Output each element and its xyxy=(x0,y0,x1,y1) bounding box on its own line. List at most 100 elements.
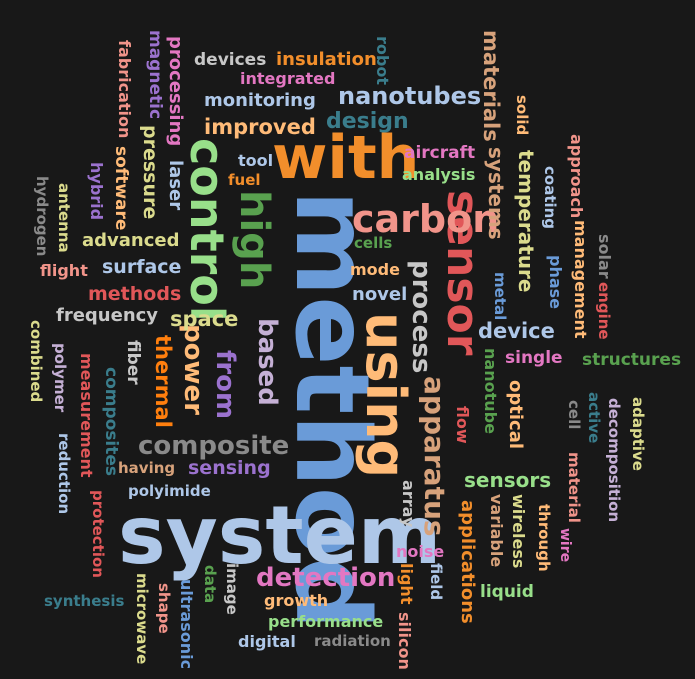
word-cell: cell xyxy=(565,400,583,430)
word-materials: materials xyxy=(479,30,503,142)
word-pressure: pressure xyxy=(139,125,161,220)
word-method: method xyxy=(272,190,391,630)
word-array: array xyxy=(399,480,418,528)
word-having: having xyxy=(118,459,176,477)
word-methods: methods xyxy=(88,283,182,305)
word-silicon: silicon xyxy=(395,612,414,670)
word-optical: optical xyxy=(505,380,526,450)
word-digital: digital xyxy=(238,632,296,651)
word-field: field xyxy=(427,563,445,601)
word-space: space xyxy=(170,307,239,331)
word-novel: novel xyxy=(352,284,408,305)
word-light: light xyxy=(397,563,416,605)
word-adaptive: adaptive xyxy=(629,397,647,471)
word-robot: robot xyxy=(373,36,392,85)
word-magnetic: magnetic xyxy=(145,30,165,120)
word-liquid: liquid xyxy=(480,582,534,602)
word-reduction: reduction xyxy=(55,433,73,515)
word-analysis: analysis xyxy=(402,165,476,184)
word-coating: coating xyxy=(541,166,559,230)
word-advanced: advanced xyxy=(82,230,180,251)
word-protection: protection xyxy=(89,490,107,578)
word-radiation: radiation xyxy=(314,632,391,650)
word-growth: growth xyxy=(264,591,329,610)
word-sensing: sensing xyxy=(188,457,271,479)
word-tool: tool xyxy=(238,151,274,170)
word-laser: laser xyxy=(165,160,186,211)
word-sensors: sensors xyxy=(464,468,552,492)
word-engine: engine xyxy=(595,282,613,340)
word-combined: combined xyxy=(27,320,45,403)
word-single: single xyxy=(505,348,563,368)
word-variable: variable xyxy=(487,494,506,568)
word-based: based xyxy=(252,318,282,406)
word-flight: flight xyxy=(40,261,88,280)
word-data: data xyxy=(201,565,219,604)
word-image: image xyxy=(223,563,241,615)
word-aircraft: aircraft xyxy=(404,143,476,163)
word-decomposition: decomposition xyxy=(605,398,623,523)
word-microwave: microwave xyxy=(133,573,151,665)
word-fiber: fiber xyxy=(123,340,143,385)
word-monitoring: monitoring xyxy=(204,90,316,111)
word-software: software xyxy=(111,146,131,231)
word-noise: noise xyxy=(396,542,445,561)
word-using: using xyxy=(354,312,417,479)
word-material: material xyxy=(565,452,583,523)
word-composite: composite xyxy=(138,431,290,461)
word-measurement: measurement xyxy=(77,353,96,478)
word-solar: solar xyxy=(595,234,614,279)
word-surface: surface xyxy=(102,256,182,278)
word-fabrication: fabrication xyxy=(115,40,134,139)
word-fuel: fuel xyxy=(228,171,261,189)
word-detection: detection xyxy=(256,563,396,593)
word-high: high xyxy=(231,190,277,290)
word-hybrid: hybrid xyxy=(87,162,106,221)
word-wireless: wireless xyxy=(509,494,528,569)
word-synthesis: synthesis xyxy=(44,592,125,610)
word-shape: shape xyxy=(155,583,173,634)
word-integrated: integrated xyxy=(240,69,336,88)
word-process: process xyxy=(406,260,436,374)
word-temperature: temperature xyxy=(514,150,538,293)
word-wire: wire xyxy=(557,528,573,563)
word-flow: flow xyxy=(453,406,472,444)
word-design: design xyxy=(326,109,409,134)
word-composites: composites xyxy=(101,367,121,477)
word-ultrasonic: ultrasonic xyxy=(177,579,196,670)
word-active: active xyxy=(585,392,603,444)
word-nanotubes: nanotubes xyxy=(338,82,482,110)
word-processing: processing xyxy=(165,36,186,147)
word-cells: cells xyxy=(354,234,393,252)
word-structures: structures xyxy=(582,350,682,370)
word-hydrogen: hydrogen xyxy=(33,176,51,257)
word-sensor: sensor xyxy=(437,190,488,356)
word-mode: mode xyxy=(350,260,400,279)
word-metal: metal xyxy=(491,272,509,321)
word-from: from xyxy=(210,350,240,420)
word-devices: devices xyxy=(194,50,267,70)
word-frequency: frequency xyxy=(56,305,159,326)
word-solid: solid xyxy=(513,95,531,136)
word-carbon: carbon xyxy=(352,197,500,241)
word-polyimide: polyimide xyxy=(128,482,211,500)
word-insulation: insulation xyxy=(276,49,377,70)
word-management: management xyxy=(571,220,590,339)
word-antenna: antenna xyxy=(55,183,73,253)
word-performance: performance xyxy=(268,612,384,631)
word-improved: improved xyxy=(204,115,316,139)
word-applications: applications xyxy=(457,500,478,624)
word-with: with xyxy=(272,123,420,193)
word-thermal: thermal xyxy=(151,335,175,428)
word-control: control xyxy=(180,138,234,322)
word-power: power xyxy=(178,324,208,415)
word-apparatus: apparatus xyxy=(418,376,451,537)
word-polymer: polymer xyxy=(51,343,69,413)
word-system: system xyxy=(118,489,442,582)
word-through: through xyxy=(535,504,553,572)
word-device: device xyxy=(478,319,555,343)
word-systems: systems xyxy=(484,147,508,240)
word-phase: phase xyxy=(546,255,565,310)
word-approach: approach xyxy=(567,134,586,219)
